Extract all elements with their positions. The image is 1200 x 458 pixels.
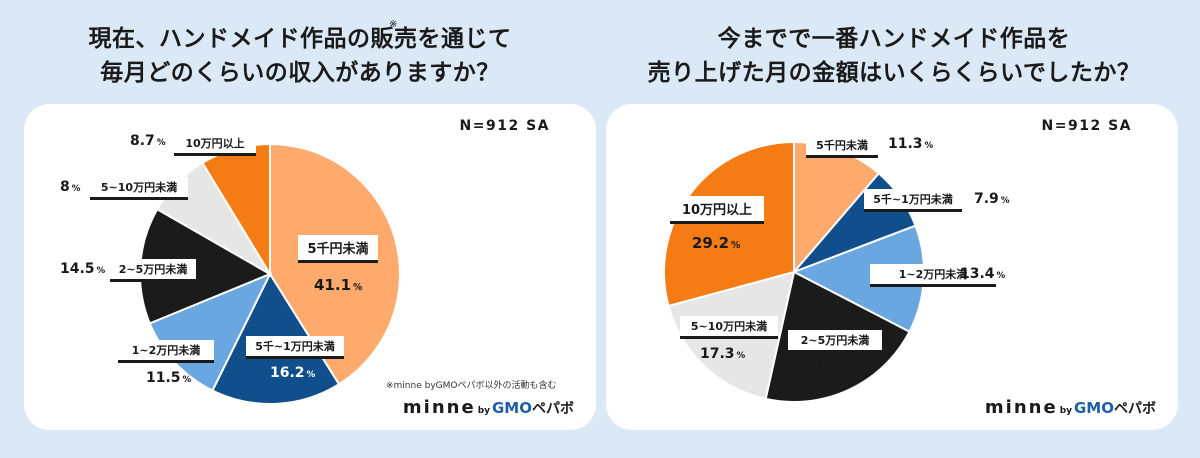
left-value-10man-plus-num: 8.7 <box>130 133 155 149</box>
left-value-lt5k-num: 41.1 <box>314 276 352 294</box>
logo-pepabo: ペパボ <box>1114 401 1156 417</box>
right-value-10man-plus: 29.2% <box>692 234 740 252</box>
left-value-1-2man: 11.5% <box>146 370 191 386</box>
right-chart-card: N=912 SA 5千円未満 11.3% 5千~1万円未満 7.9% 1~2万円… <box>606 104 1178 430</box>
right-label-5-10man: 5~10万円未満 <box>680 316 778 339</box>
logo-by: by <box>1059 406 1072 416</box>
left-value-lt5k: 41.1% <box>314 276 362 294</box>
right-value-5k-10k-num: 7.9 <box>974 191 999 207</box>
right-value-10man-plus-num: 29.2 <box>692 234 730 252</box>
left-label-10man-plus: 10万円以上 <box>174 133 256 156</box>
right-title-line-1: 今までで一番ハンドメイド作品を <box>717 26 1071 52</box>
right-value-lt5k: 11.3% <box>888 136 933 152</box>
pct-unit: % <box>71 184 81 194</box>
right-value-5-10man-num: 17.3 <box>700 346 735 362</box>
pct-unit: % <box>1000 196 1010 206</box>
right-chart-title: 今までで一番ハンドメイド作品を 売り上げた月の金額はいくらくらいでしたか？ <box>614 22 1174 90</box>
left-value-2-5man: 14.5% <box>60 261 105 277</box>
left-label-lt5k: 5千円未満 <box>298 235 378 263</box>
left-title-line-2: 毎月どのくらいの収入がありますか？ <box>100 60 500 86</box>
pct-unit: % <box>844 362 854 372</box>
right-label-lt5k: 5千円未満 <box>806 135 878 158</box>
pct-unit: % <box>156 138 166 148</box>
pct-unit: % <box>736 351 746 361</box>
left-label-5-10man: 5~10万円未満 <box>90 177 188 200</box>
right-value-2-5man: 20.9% <box>808 357 853 373</box>
left-value-2-5man-num: 14.5 <box>60 261 95 277</box>
pct-unit: % <box>182 375 192 385</box>
left-sample-size: N=912 SA <box>459 118 550 134</box>
left-label-5k-10k: 5千~1万円未満 <box>246 336 344 359</box>
left-value-1-2man-num: 11.5 <box>146 370 181 386</box>
pct-unit: % <box>353 282 363 293</box>
minne-logo-right: minne by GMOペパボ <box>985 397 1156 418</box>
left-chart-title: 現在、ハンドメイド作品の販売を通じて ※ 毎月どのくらいの収入がありますか？ <box>20 19 580 90</box>
left-title-line-1: 現在、ハンドメイド作品の販売を通じて ※ <box>20 19 580 56</box>
left-title-text-1: 現在、ハンドメイド作品の販売を通じて <box>88 26 512 52</box>
logo-gmo: GMO <box>492 399 532 417</box>
right-value-5-10man: 17.3% <box>700 346 745 362</box>
minne-logo: minne by GMOペパボ <box>403 397 574 418</box>
logo-minne: minne <box>402 397 476 418</box>
logo-pepabo: ペパボ <box>532 401 574 417</box>
right-sample-size: N=912 SA <box>1041 118 1132 134</box>
right-label-2-5man: 2~5万円未満 <box>788 330 882 353</box>
right-title-line-2: 売り上げた月の金額はいくらくらいでしたか？ <box>647 60 1141 86</box>
pct-unit: % <box>924 141 934 151</box>
pct-unit: % <box>731 240 741 251</box>
pct-unit: % <box>96 266 106 276</box>
right-value-1-2man: 13.4% <box>960 266 1005 282</box>
pct-unit: % <box>996 271 1006 281</box>
left-label-2-5man: 2~5万円未満 <box>110 259 196 282</box>
left-value-10man-plus: 8.7% <box>130 133 166 149</box>
logo-minne: minne <box>984 397 1058 418</box>
left-label-1-2man: 1~2万円未満 <box>118 340 214 363</box>
pct-unit: % <box>306 370 316 380</box>
right-label-10man-plus: 10万円以上 <box>670 196 764 224</box>
right-label-5k-10k: 5千~1万円未満 <box>864 189 962 212</box>
left-value-5-10man: 8% <box>60 179 80 195</box>
right-value-2-5man-num: 20.9 <box>808 357 843 373</box>
right-value-1-2man-num: 13.4 <box>960 266 995 282</box>
left-value-5-10man-num: 8 <box>60 179 70 195</box>
left-chart-card: N=912 SA 5千円未満 41.1% 5千~1万円未満 16.2% 1~2万… <box>24 104 596 430</box>
right-value-lt5k-num: 11.3 <box>888 136 923 152</box>
logo-gmo: GMO <box>1074 399 1114 417</box>
footnote: ※minne byGMOペパボ以外の活動も含む <box>386 381 557 391</box>
logo-by: by <box>477 406 490 416</box>
right-value-5k-10k: 7.9% <box>974 191 1010 207</box>
left-value-5k-10k: 16.2% <box>270 365 315 381</box>
left-value-5k-10k-num: 16.2 <box>270 365 305 381</box>
right-label-1-2man: 1~2万円未満 <box>870 264 996 287</box>
footnote-mark: ※ <box>389 19 398 30</box>
